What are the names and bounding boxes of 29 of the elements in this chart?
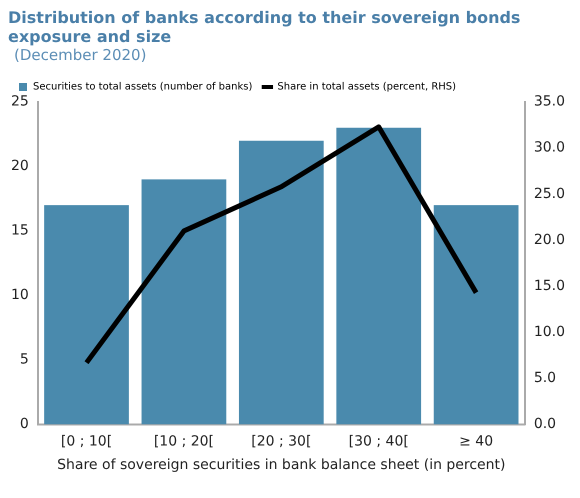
- y-tick-label: 15: [10, 222, 29, 239]
- y-tick-label: 10: [10, 287, 29, 304]
- y2-tick-label: 35.0: [534, 94, 565, 110]
- bar: [336, 128, 422, 424]
- x-tick-label: [0 ; 10[: [60, 433, 112, 450]
- y2-tick-label: 15.0: [534, 278, 565, 294]
- y2-tick-label: 25.0: [534, 186, 565, 202]
- y2-tick-label: 0.0: [534, 416, 556, 432]
- y-tick-label: 20: [10, 158, 29, 174]
- chart-title: Distribution of banks according to their sovereign bonds exposure and size: [8, 8, 522, 46]
- x-tick-label: [30 ; 40[: [348, 433, 409, 450]
- legend-label: Share in total assets (percent, RHS): [277, 82, 456, 93]
- y2-tick-label: 30.0: [534, 140, 565, 156]
- y2-tick-label: 20.0: [534, 232, 565, 248]
- bar: [238, 140, 324, 424]
- y-tick-label: 5: [20, 352, 29, 368]
- legend-label: Securities to total assets (number of banks): [33, 82, 252, 93]
- y2-tick-label: 10.0: [534, 324, 565, 340]
- bar: [44, 205, 129, 424]
- x-tick-label: ≥ 40: [459, 433, 494, 450]
- x-tick-label: [20 ; 30[: [251, 433, 312, 450]
- y2-tick-label: 5.0: [534, 370, 556, 386]
- chart-subtitle: (December 2020): [14, 46, 148, 64]
- x-tick-label: [10 ; 20[: [154, 433, 214, 450]
- bar: [142, 179, 226, 424]
- x-axis-title: Share of sovereign securities in bank balance sheet (in percent): [57, 457, 506, 474]
- y-tick-label: 25: [10, 94, 29, 110]
- bar: [434, 205, 518, 424]
- y-tick-label: 0: [20, 416, 29, 432]
